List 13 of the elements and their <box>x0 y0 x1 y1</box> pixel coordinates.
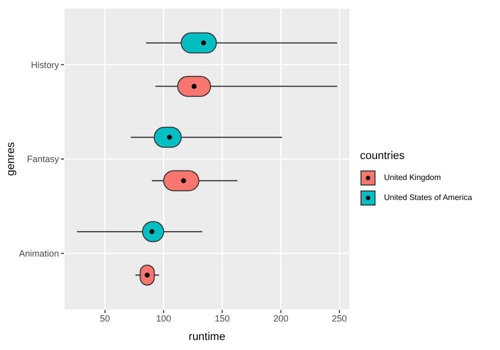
x-tick-label: 200 <box>273 313 288 324</box>
x-tick-label: 250 <box>332 313 347 324</box>
legend-label: United Kingdom <box>384 172 441 184</box>
y-tick-label: Fantasy <box>26 154 60 164</box>
y-axis-title: genres <box>4 142 17 176</box>
x-tick-label: 150 <box>214 313 230 324</box>
legend-label: United States of America <box>384 192 472 204</box>
y-tick-label: Animation <box>18 248 59 259</box>
y-tick-label: History <box>30 60 60 70</box>
legend-title: countries <box>360 149 406 164</box>
x-tick-label: 50 <box>100 313 110 324</box>
x-tick-label: 100 <box>156 313 172 324</box>
x-axis-title: runtime <box>188 331 226 343</box>
